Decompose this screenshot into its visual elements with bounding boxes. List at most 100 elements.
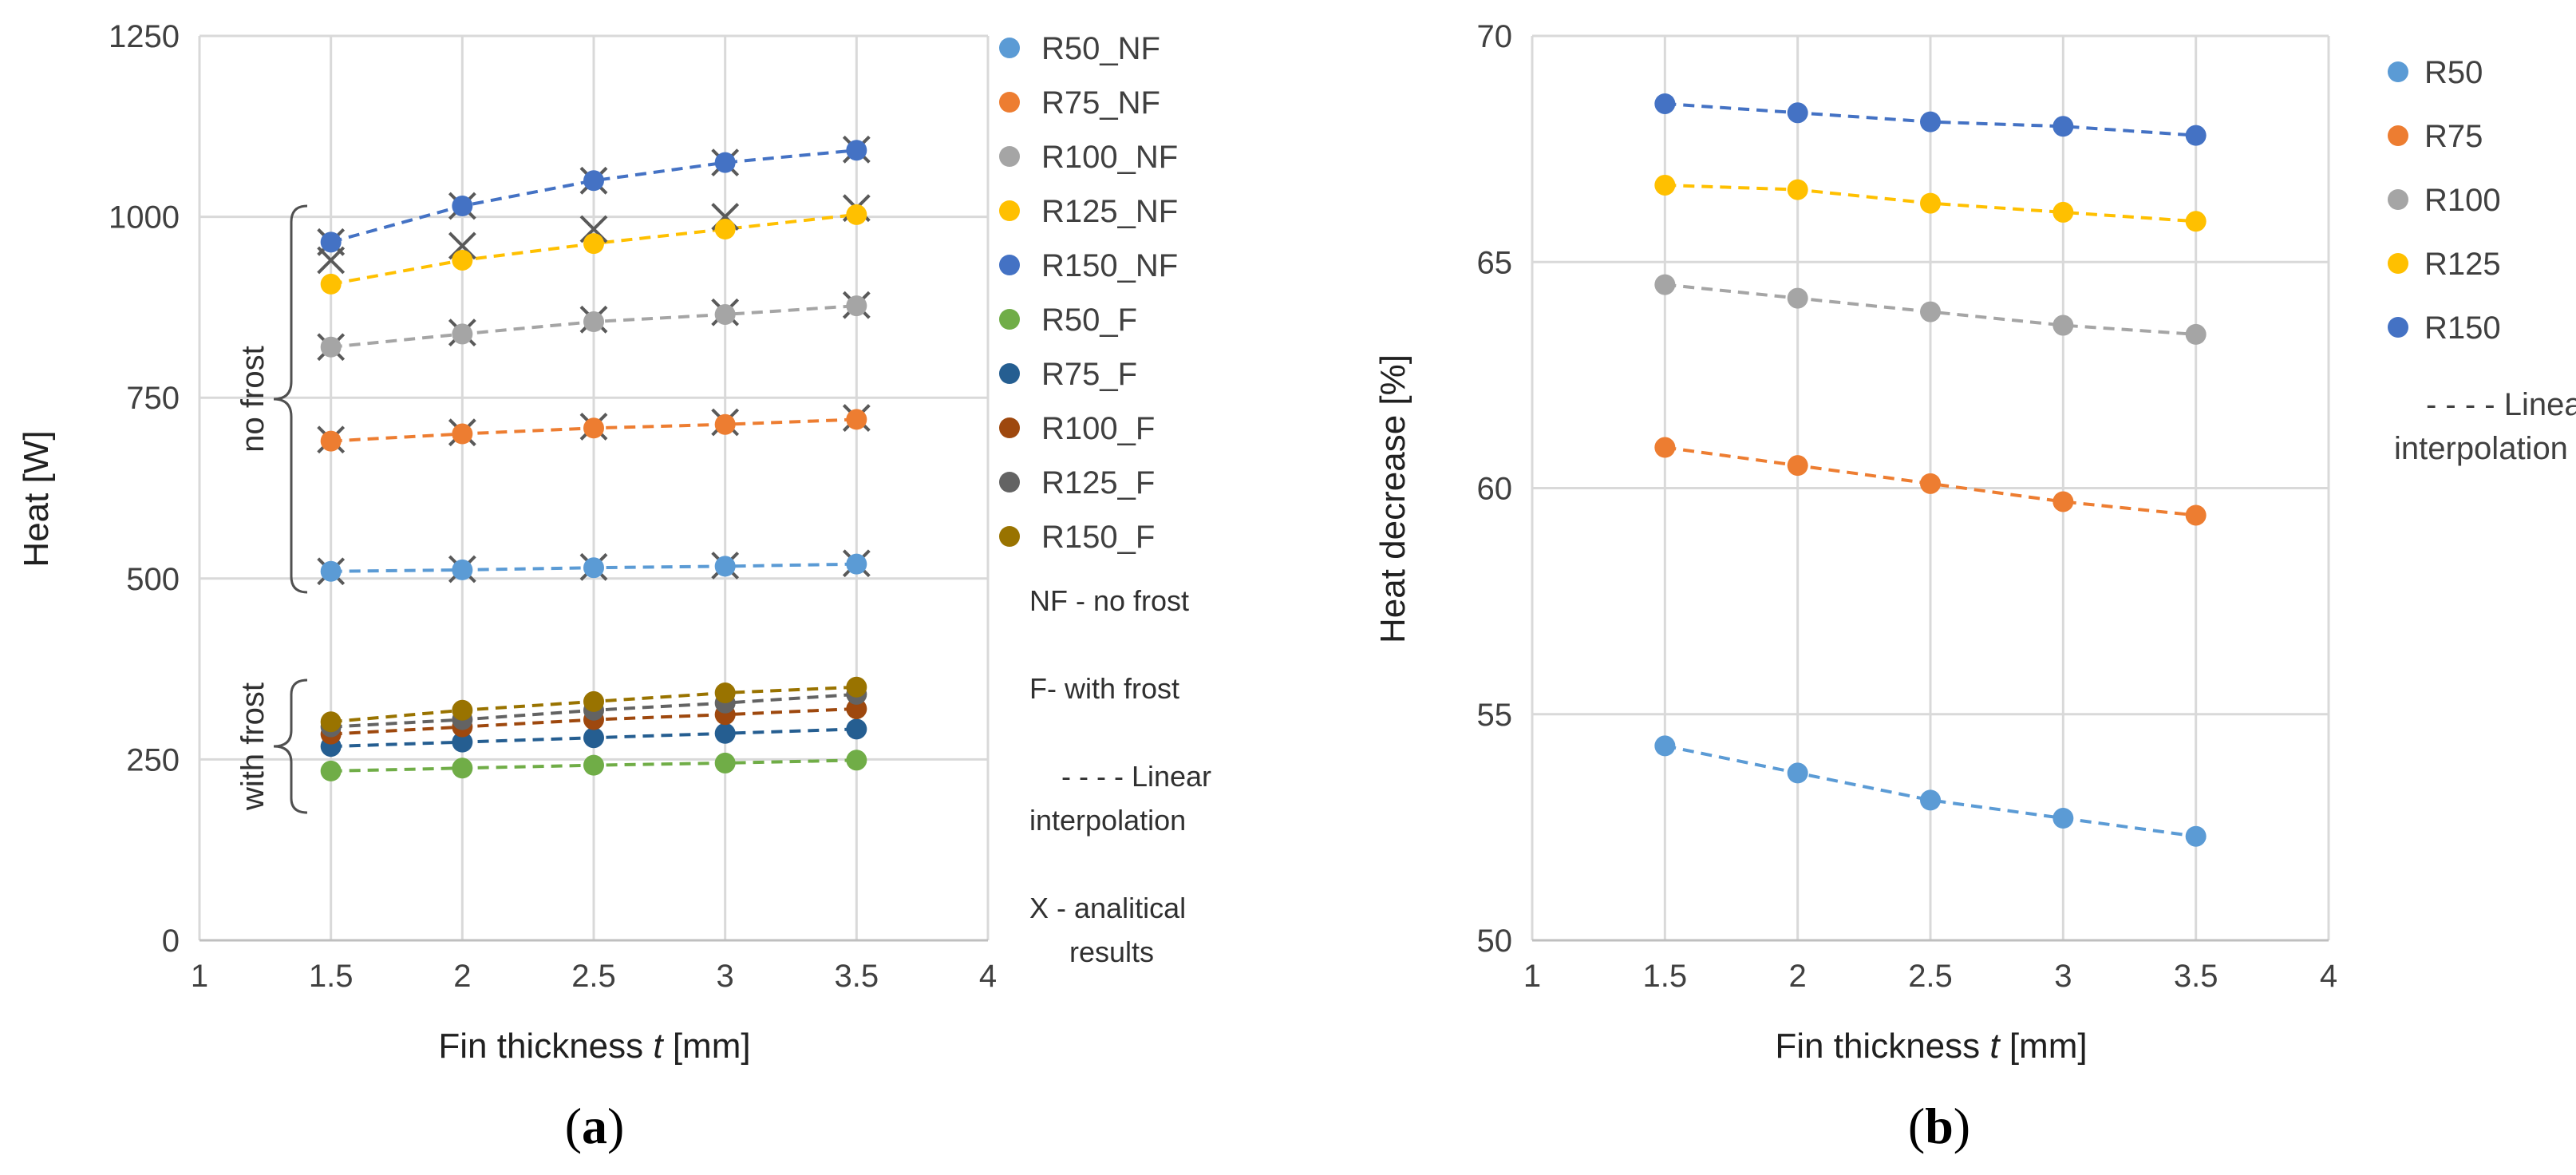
point-R50_NF [452,559,473,580]
legend-label-R150_NF: R150_NF [1041,248,1178,283]
tick-labels-b: 1 1.5 2 2.5 3 3.5 4 50 55 60 65 70 [1477,19,2338,994]
y-tick-label: 55 [1477,698,1513,733]
legend-marker-R125_F [999,472,1020,493]
legend-marker-R150_F [999,526,1020,547]
point-R150_NF [452,196,473,217]
panel-label-a-close: ) [607,1098,624,1154]
legend-label-R100: R100 [2424,183,2501,218]
y-axis-title-b: Heat decrease [%] [1373,354,1412,643]
x-axis-title-b: Fin thickness t [mm] [1775,1027,2087,1066]
point-R100 [1920,301,1941,322]
point-R150_F [714,682,736,704]
x-tick-label: 4 [979,959,997,994]
point-R100 [2053,315,2074,336]
x-axis-title-main-a: Fin thickness [438,1027,653,1066]
panel-label-b-close: ) [1954,1098,1970,1154]
y-tick-label: 1250 [109,19,180,54]
x-tick-label: 1.5 [1643,959,1688,994]
point-R75_F [714,722,736,744]
panel-label-a-letter: a [582,1098,607,1154]
point-R75_NF [846,409,867,430]
x-tick-label: 1.5 [309,959,354,994]
point-R150_F [320,711,342,733]
series-a [317,135,871,781]
point-R150_NF [583,170,604,192]
point-R75 [2185,504,2207,526]
legend-marker-R50_NF [999,38,1020,58]
x-axis-title-unit-b: [mm] [2000,1027,2088,1066]
point-R50_NF [846,553,867,575]
point-R75_NF [452,423,473,445]
point-R100_NF [320,336,342,358]
point-R100_NF [452,323,473,345]
legend-marker-R100_F [999,417,1020,438]
note-f: F- with frost [1029,672,1179,705]
x-axis-title-var-a: t [653,1027,664,1066]
chart-panel-a: 1 1.5 2 2.5 3 3.5 4 0 250 500 750 1000 1250 R50_NF R7… [17,19,1211,1154]
legend-label-R50_F: R50_F [1041,303,1137,338]
point-R75 [1920,473,1941,494]
point-R50_F [583,754,604,776]
point-R50_NF [583,557,604,579]
y-tick-label: 750 [126,381,180,416]
note-linear-b-2: interpolation [2394,431,2568,466]
point-R50 [2185,825,2207,847]
point-R75 [1787,455,1808,477]
point-R150_F [583,690,604,712]
panel-label-a: (a) [565,1098,625,1154]
legend-label-R150: R150 [2424,311,2501,346]
point-R125 [1920,192,1941,214]
x-tick-label: 2 [1789,959,1807,994]
point-R125 [2053,201,2074,223]
legend-label-R75_F: R75_F [1041,357,1137,392]
point-R125_NF [846,204,867,225]
panel-label-b: (b) [1908,1098,1970,1154]
analytical-marker-R125_NF [448,231,476,260]
point-R75_F [846,718,867,740]
x-tick-label: 2 [453,959,471,994]
point-R75_F [583,727,604,749]
x-tick-label: 3.5 [2174,959,2218,994]
point-R150_NF [320,231,342,253]
y-tick-label: 70 [1477,19,1513,54]
legend-marker-R150 [2388,317,2408,338]
point-R150 [2185,125,2207,146]
x-axis-title-unit-a: [mm] [663,1027,751,1066]
point-R125_NF [714,219,736,240]
point-R150_F [846,676,867,698]
note-x-1: X - analitical [1029,892,1186,924]
legend-label-R50_NF: R50_NF [1041,31,1160,66]
legend-label-R125_F: R125_F [1041,465,1155,500]
legend-b: R50 R75 R100 R125 R150 [2388,55,2501,346]
note-linear-a-2: interpolation [1029,804,1186,837]
note-linear-a-1: - - - - Linear [1061,760,1211,793]
point-R50_NF [714,556,736,577]
chart-panel-b: 1 1.5 2 2.5 3 3.5 4 50 55 60 65 70 R50 R75 R100 R125 R1… [1373,19,2576,1154]
legend-a: R50_NF R75_NF R100_NF R125_NF R150_NF R50_F R7… [999,31,1178,555]
point-R50_F [320,760,342,781]
point-R150_NF [714,152,736,173]
point-R125 [1654,174,1676,196]
brace-with-frost [273,678,308,814]
point-R150 [1654,93,1676,114]
brace-label-no-frost: no frost [235,346,271,452]
y-tick-label: 60 [1477,472,1513,507]
x-tick-label: 3.5 [835,959,879,994]
legend-label-R100_NF: R100_NF [1041,140,1178,175]
point-R75_NF [583,417,604,439]
note-linear-b-1: - - - - Linear [2426,387,2576,422]
x-tick-label: 1 [1523,959,1541,994]
point-R50_F [452,758,473,779]
point-R100_F [846,698,867,719]
point-R150 [1920,111,1941,133]
legend-marker-R75_F [999,363,1020,384]
legend-marker-R125 [2388,253,2408,274]
legend-label-R75_NF: R75_NF [1041,85,1160,121]
point-R100_NF [846,295,867,317]
y-tick-label: 65 [1477,245,1513,280]
point-R50 [2053,808,2074,829]
series-line-R150_NF [330,148,857,244]
brace-no-frost [273,204,308,594]
y-tick-label: 0 [162,924,180,959]
